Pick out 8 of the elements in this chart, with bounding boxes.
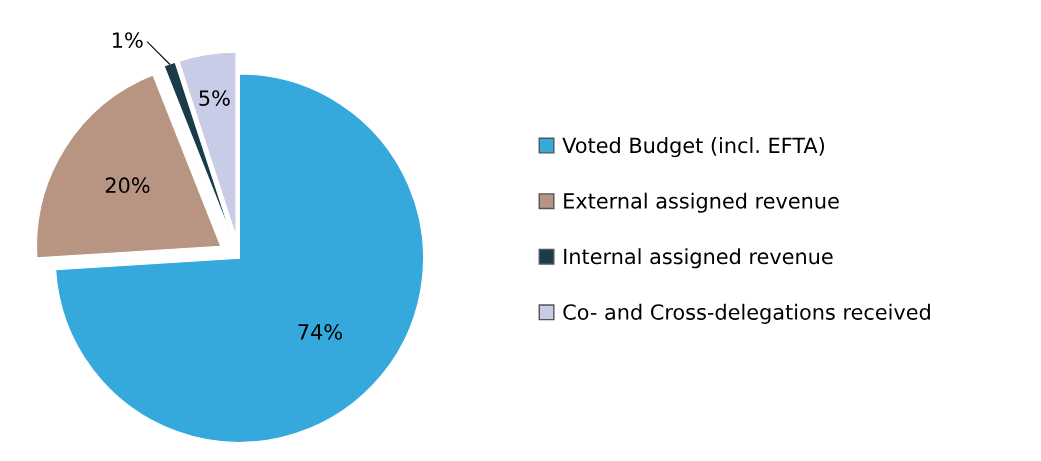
legend-label: Co- and Cross-delegations received — [563, 303, 930, 324]
legend-label: External assigned revenue — [564, 192, 839, 213]
legend-label: Internal assigned revenue — [564, 248, 833, 269]
data-label: 5% — [199, 90, 230, 106]
legend-label: Voted Budget (incl. EFTA) — [562, 137, 825, 158]
data-label: 1% — [113, 32, 143, 48]
data-label: 20% — [105, 177, 150, 194]
data-label: 74% — [298, 324, 342, 340]
